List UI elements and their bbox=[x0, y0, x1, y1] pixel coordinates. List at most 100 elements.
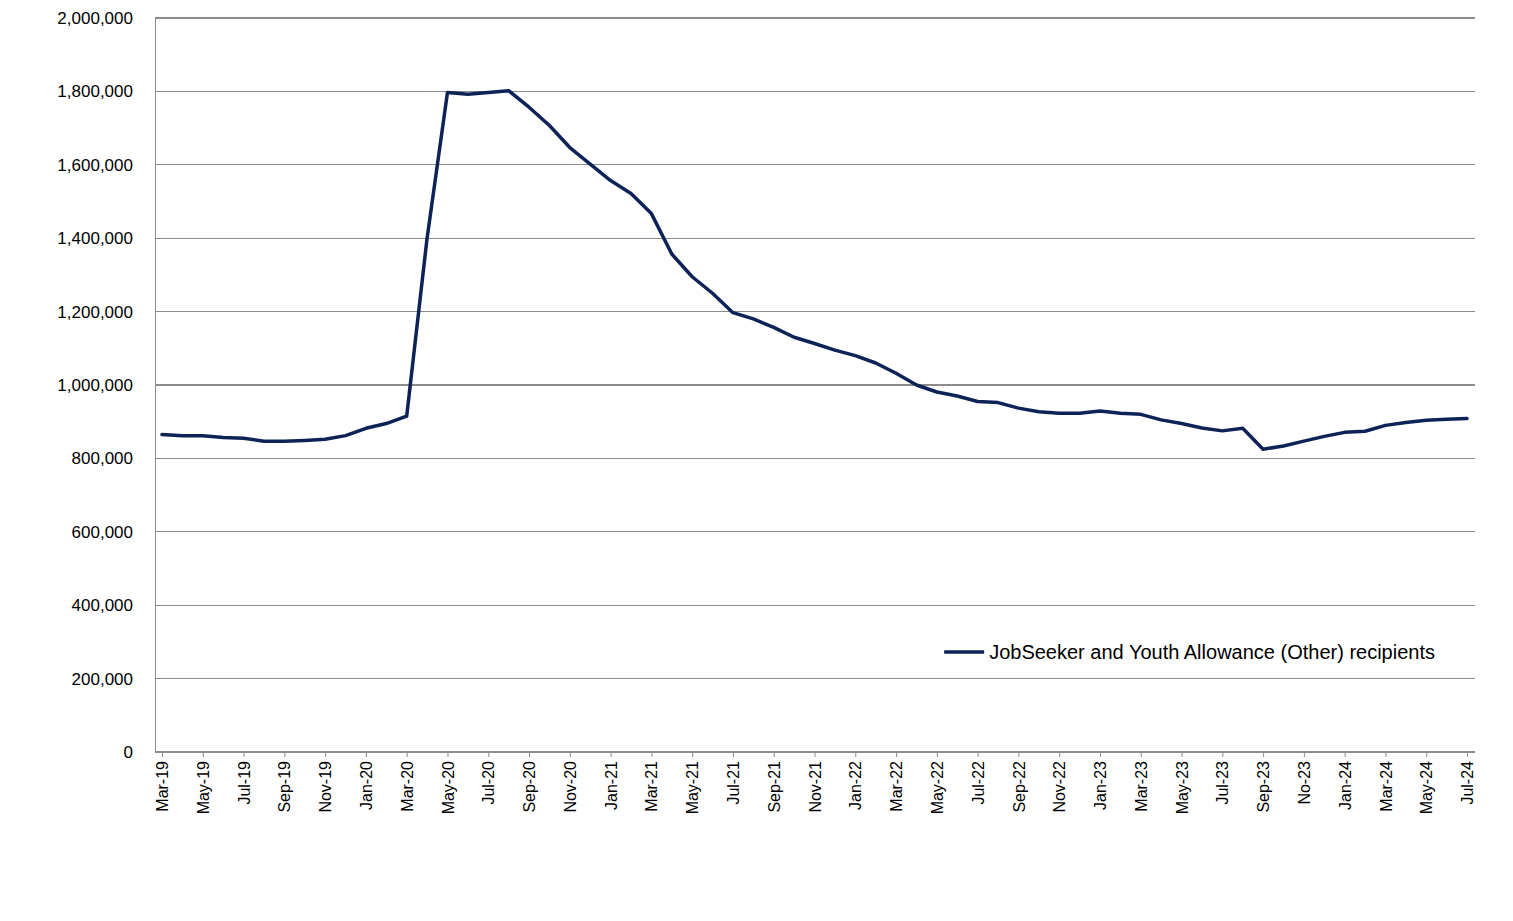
x-tick: Mar-24 bbox=[1378, 752, 1395, 812]
x-tick-label: Jan-21 bbox=[603, 761, 620, 810]
x-tick-label: Jan-22 bbox=[847, 761, 864, 810]
x-tick-label: Sep-22 bbox=[1011, 761, 1028, 813]
x-tick-mark bbox=[529, 752, 530, 757]
x-tick-mark bbox=[1141, 752, 1142, 757]
x-tick-mark bbox=[1222, 752, 1223, 757]
y-tick: 0 bbox=[124, 743, 155, 762]
x-tick-mark bbox=[774, 752, 775, 757]
x-tick-label: May-21 bbox=[684, 761, 701, 814]
grid-line bbox=[155, 164, 1475, 165]
y-tick: 1,200,000 bbox=[57, 303, 155, 322]
x-tick-mark bbox=[733, 752, 734, 757]
x-tick-mark bbox=[1018, 752, 1019, 757]
grid-line bbox=[155, 458, 1475, 459]
x-tick-mark bbox=[1345, 752, 1346, 757]
x-tick-label: Mar-24 bbox=[1378, 761, 1395, 812]
series-group bbox=[162, 91, 1467, 450]
x-tick: No-23 bbox=[1296, 752, 1313, 805]
x-tick: Mar-21 bbox=[643, 752, 660, 812]
x-tick: Nov-22 bbox=[1051, 752, 1068, 813]
x-tick-label: Jul-21 bbox=[725, 761, 742, 805]
y-axis-line bbox=[155, 19, 156, 753]
x-tick-mark bbox=[325, 752, 326, 757]
y-tick-label: 600,000 bbox=[72, 523, 133, 542]
y-tick: 1,600,000 bbox=[57, 156, 155, 175]
x-tick-mark bbox=[815, 752, 816, 757]
x-tick-label: Mar-21 bbox=[643, 761, 660, 812]
x-tick-mark bbox=[1100, 752, 1101, 757]
x-tick: May-19 bbox=[195, 752, 212, 814]
x-tick-label: May-24 bbox=[1418, 761, 1435, 814]
x-tick-label: Mar-22 bbox=[888, 761, 905, 812]
x-tick: Sep-22 bbox=[1011, 752, 1028, 813]
x-tick-mark bbox=[651, 752, 652, 757]
x-tick: Mar-22 bbox=[888, 752, 905, 812]
x-tick: Jan-22 bbox=[847, 752, 864, 810]
x-tick-label: Jan-23 bbox=[1092, 761, 1109, 810]
x-tick-mark bbox=[284, 752, 285, 757]
y-tick-label: 0 bbox=[124, 743, 133, 762]
x-tick-mark bbox=[366, 752, 367, 757]
x-tick-label: Sep-21 bbox=[766, 761, 783, 813]
x-tick: Jul-19 bbox=[236, 752, 253, 805]
legend: JobSeeker and Youth Allowance (Other) re… bbox=[944, 641, 1435, 663]
x-tick-mark bbox=[1426, 752, 1427, 757]
x-tick-mark bbox=[896, 752, 897, 757]
y-tick: 1,000,000 bbox=[57, 376, 155, 395]
x-tick: May-23 bbox=[1174, 752, 1191, 814]
x-tick-mark bbox=[407, 752, 408, 757]
grid-line bbox=[155, 311, 1475, 312]
x-tick: Mar-19 bbox=[154, 752, 171, 812]
x-tick: Jan-21 bbox=[603, 752, 620, 810]
x-tick-mark bbox=[570, 752, 571, 757]
x-tick-label: No-23 bbox=[1296, 761, 1313, 805]
x-tick-mark bbox=[244, 752, 245, 757]
y-tick-label: 1,800,000 bbox=[57, 82, 133, 101]
x-tick: Jan-24 bbox=[1337, 752, 1354, 810]
x-tick-mark bbox=[162, 752, 163, 757]
x-tick-label: Jul-19 bbox=[236, 761, 253, 805]
legend-item: JobSeeker and Youth Allowance (Other) re… bbox=[944, 641, 1435, 663]
series-line bbox=[162, 91, 1467, 450]
x-tick-mark bbox=[692, 752, 693, 757]
x-tick-label: May-23 bbox=[1174, 761, 1191, 814]
x-tick-mark bbox=[855, 752, 856, 757]
x-tick: Jul-21 bbox=[725, 752, 742, 805]
x-tick-mark bbox=[488, 752, 489, 757]
grid-line bbox=[155, 238, 1475, 239]
x-tick: Nov-19 bbox=[317, 752, 334, 813]
x-tick-label: Sep-23 bbox=[1255, 761, 1272, 813]
x-tick: Mar-23 bbox=[1133, 752, 1150, 812]
y-tick-label: 1,200,000 bbox=[57, 303, 133, 322]
x-tick: May-20 bbox=[440, 752, 457, 814]
y-tick: 400,000 bbox=[72, 596, 155, 615]
x-tick-label: Nov-22 bbox=[1051, 761, 1068, 813]
x-tick-label: Jul-24 bbox=[1459, 761, 1476, 805]
x-tick-label: Jan-24 bbox=[1337, 761, 1354, 810]
x-tick: Sep-23 bbox=[1255, 752, 1272, 813]
x-tick: May-21 bbox=[684, 752, 701, 814]
x-tick: Sep-19 bbox=[276, 752, 293, 813]
y-tick-label: 1,600,000 bbox=[57, 156, 133, 175]
y-tick-label: 1,000,000 bbox=[57, 376, 133, 395]
x-tick-label: Sep-20 bbox=[521, 761, 538, 813]
x-tick-label: Nov-20 bbox=[562, 761, 579, 813]
x-tick: Sep-21 bbox=[766, 752, 783, 813]
x-tick-mark bbox=[937, 752, 938, 757]
x-tick-mark bbox=[1182, 752, 1183, 757]
grid-line bbox=[155, 605, 1475, 606]
x-tick-label: May-19 bbox=[195, 761, 212, 814]
x-tick: Nov-20 bbox=[562, 752, 579, 813]
y-tick: 200,000 bbox=[72, 670, 155, 689]
grid bbox=[155, 18, 1475, 752]
chart: 0 200,000 400,000 600,000 800,000 1,000,000 1,… bbox=[0, 0, 1513, 921]
x-tick: Jan-23 bbox=[1092, 752, 1109, 810]
x-axis: Mar-19May-19Jul-19Sep-19Nov-19Jan-20Mar-… bbox=[154, 752, 1476, 814]
y-axis: 0 200,000 400,000 600,000 800,000 1,000,000 1,… bbox=[57, 9, 155, 762]
x-tick: May-24 bbox=[1418, 752, 1435, 814]
y-tick: 800,000 bbox=[72, 449, 155, 468]
x-tick-label: May-22 bbox=[929, 761, 946, 814]
y-tick: 2,000,000 bbox=[57, 9, 155, 28]
grid-line bbox=[155, 91, 1475, 92]
legend-swatch bbox=[944, 650, 984, 654]
